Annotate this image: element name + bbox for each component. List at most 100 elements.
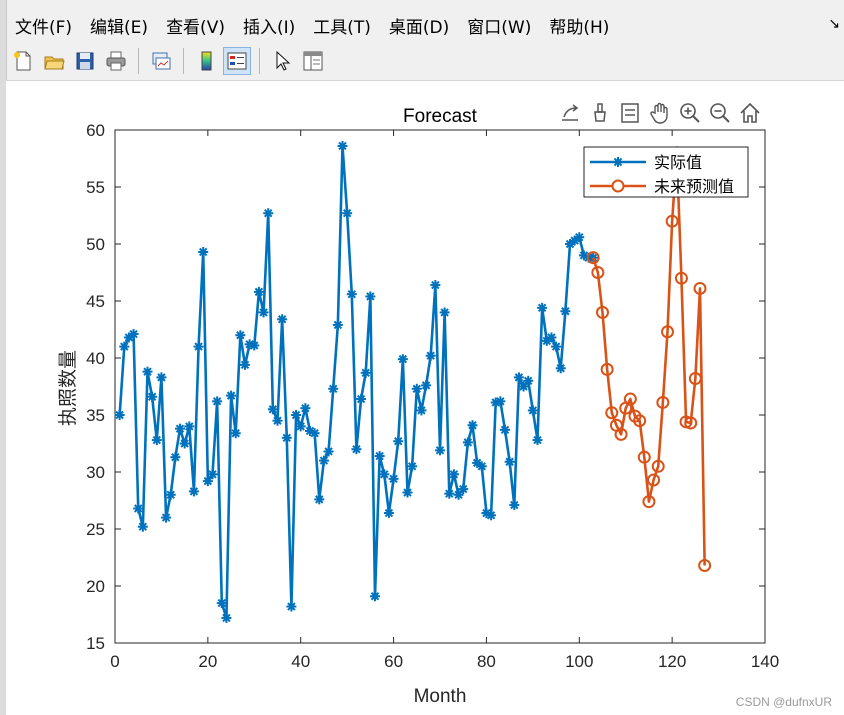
dock-figure-icon[interactable]: ↘ (828, 16, 840, 32)
actual-point (309, 428, 320, 439)
actual-point (448, 469, 459, 480)
marker-stroke (138, 522, 148, 531)
actual-point (374, 451, 385, 462)
marker-stroke (217, 598, 226, 608)
pan-hand-icon[interactable] (647, 100, 673, 126)
legend-marker-forecast (611, 179, 625, 193)
forecast-point (688, 372, 702, 386)
actual-point (351, 444, 362, 455)
marker-stroke (449, 470, 459, 479)
marker-stroke (324, 447, 333, 456)
marker-stroke (533, 435, 542, 445)
actual-point (527, 405, 538, 416)
new-figure-icon[interactable] (9, 47, 37, 75)
zoom-out-icon[interactable] (707, 100, 733, 126)
actual-point (184, 421, 195, 432)
legend-label-forecast: 未来预测值 (654, 177, 734, 196)
property-inspector-icon[interactable] (299, 47, 327, 75)
actual-point (161, 512, 172, 523)
marker-stroke (431, 280, 440, 290)
brush-icon[interactable] (587, 100, 613, 126)
marker-stroke (305, 426, 315, 436)
chart-title: Forecast (403, 106, 478, 127)
marker-stroke (222, 613, 231, 623)
menu-window[interactable]: 窗口(W) (467, 17, 532, 38)
forecast-point (596, 305, 609, 319)
actual-point (221, 612, 232, 623)
forecast-point (684, 416, 698, 430)
open-file-icon[interactable] (40, 47, 68, 75)
menu-edit[interactable]: 编辑(E) (90, 17, 149, 38)
marker-stroke (394, 437, 403, 446)
forecast-point (623, 392, 637, 406)
actual-point (263, 208, 274, 219)
menu-insert[interactable]: 插入(I) (242, 17, 296, 38)
data-tips-icon[interactable] (617, 100, 643, 126)
forecast-point (698, 558, 712, 572)
actual-point (402, 487, 413, 498)
actual-point (193, 341, 204, 352)
edit-plot-arrow-icon[interactable] (268, 47, 296, 75)
legend-label-actual: 实际值 (654, 153, 702, 172)
x-tick-label: 40 (291, 652, 310, 671)
menu-desktop[interactable]: 桌面(D) (388, 17, 450, 38)
marker-stroke (185, 422, 194, 431)
actual-point (147, 391, 158, 402)
actual-point (346, 289, 357, 300)
x-tick-label: 140 (751, 652, 779, 671)
actual-point (458, 484, 469, 495)
actual-point (513, 372, 524, 383)
colorbar-icon[interactable] (192, 47, 220, 75)
marker-stroke (380, 470, 389, 479)
y-tick-label: 30 (86, 463, 105, 482)
figure-toolbar (6, 42, 844, 81)
actual-point (435, 445, 445, 456)
marker-stroke (468, 421, 477, 430)
marker-stroke (347, 289, 356, 299)
toolbar-separator (183, 48, 184, 74)
marker-stroke (477, 462, 486, 471)
forecast-point (674, 271, 688, 285)
actual-point (407, 461, 418, 472)
actual-point (537, 302, 548, 313)
y-tick-label: 45 (86, 292, 105, 311)
menu-file[interactable]: 文件(F) (15, 17, 73, 38)
save-icon[interactable] (71, 47, 99, 75)
actual-point (360, 367, 371, 378)
actual-point (379, 469, 390, 480)
actual-point (356, 394, 367, 405)
marker-stroke (440, 308, 449, 317)
actual-point (393, 436, 404, 447)
print-icon[interactable] (102, 47, 130, 75)
actual-point (249, 340, 260, 351)
marker-stroke (551, 342, 561, 351)
marker-stroke (421, 381, 431, 390)
y-axis-label: 执照数量 (57, 350, 79, 426)
zoom-in-icon[interactable] (677, 100, 703, 126)
actual-point (114, 410, 125, 420)
menu-help[interactable]: 帮助(H) (549, 17, 610, 38)
actual-point (226, 390, 237, 401)
home-icon[interactable] (737, 100, 763, 126)
legend-icon[interactable] (223, 47, 251, 75)
x-tick-label: 20 (198, 652, 217, 671)
menu-view[interactable]: 查看(V) (166, 17, 225, 38)
y-tick-label: 40 (86, 349, 105, 368)
marker-stroke (319, 456, 329, 465)
menu-bar: 文件(F) 编辑(E) 查看(V) 插入(I) 工具(T) 桌面(D) 窗口(W… (6, 10, 844, 40)
marker-stroke (180, 439, 189, 448)
export-icon[interactable] (557, 100, 583, 126)
marker-stroke (301, 403, 310, 413)
marker-stroke (161, 513, 171, 522)
x-axis-label: Month (414, 686, 467, 707)
marker-stroke (342, 209, 352, 218)
marker-stroke (157, 373, 166, 382)
marker-stroke (510, 500, 519, 510)
link-plot-icon[interactable] (147, 47, 175, 75)
marker-stroke (277, 315, 287, 324)
actual-point (574, 232, 585, 243)
actual-point (332, 319, 343, 330)
menu-tools[interactable]: 工具(T) (313, 17, 371, 38)
y-tick-label: 15 (86, 634, 105, 653)
